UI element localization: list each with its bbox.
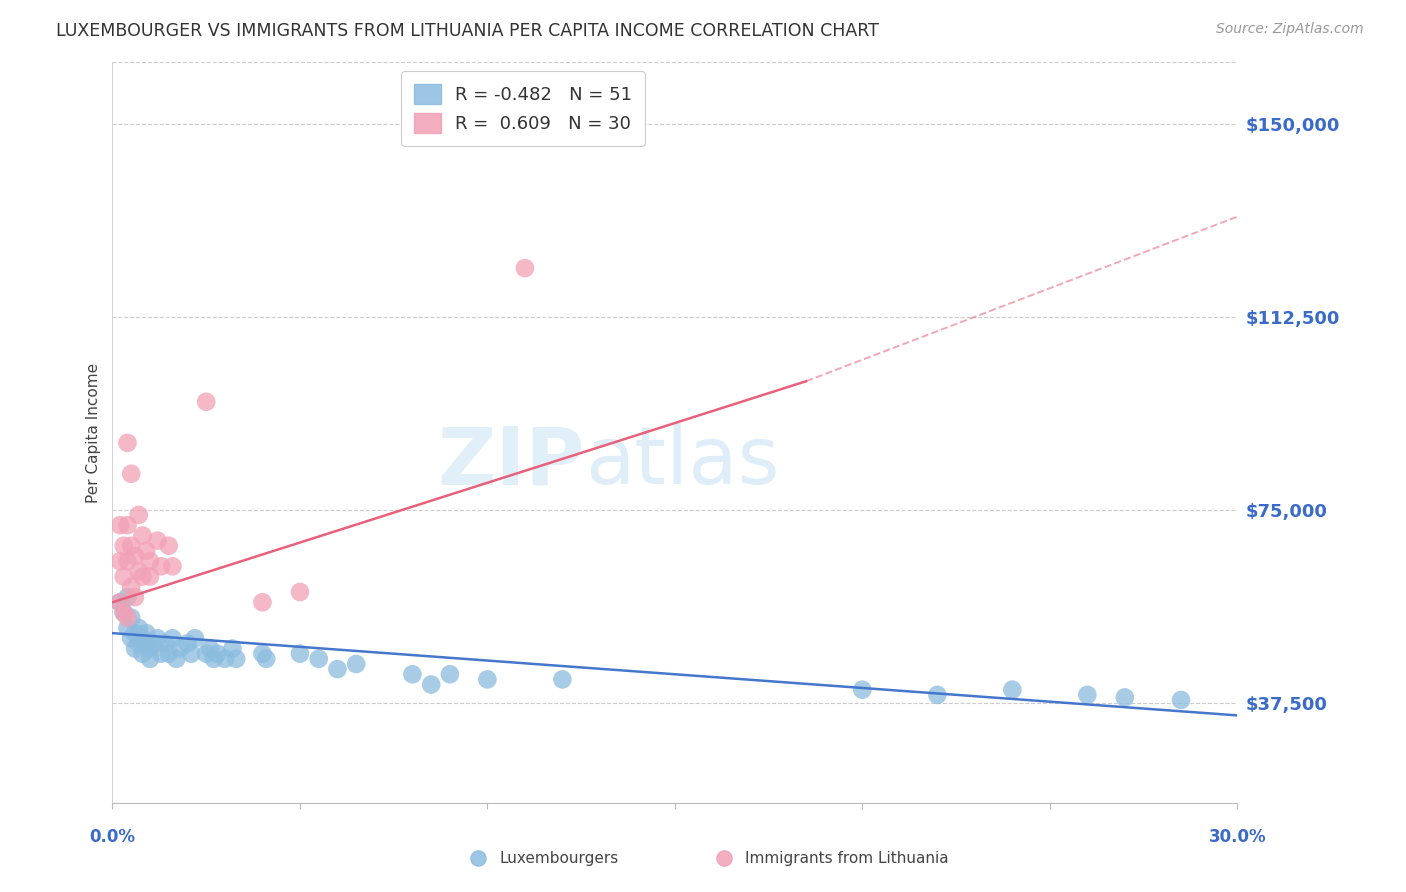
Point xyxy=(128,621,150,635)
Point xyxy=(120,632,142,646)
Text: Immigrants from Lithuania: Immigrants from Lithuania xyxy=(745,851,949,865)
Point xyxy=(112,569,135,583)
Point xyxy=(120,580,142,594)
Point xyxy=(112,606,135,620)
Point xyxy=(135,636,157,650)
Point xyxy=(198,641,221,656)
Point xyxy=(202,652,225,666)
Point xyxy=(142,636,165,650)
Point xyxy=(195,647,218,661)
Point xyxy=(108,595,131,609)
Point xyxy=(117,436,139,450)
Point xyxy=(108,518,131,533)
Point xyxy=(225,652,247,666)
Point xyxy=(131,528,153,542)
Point xyxy=(139,652,162,666)
Point xyxy=(288,647,311,661)
Point xyxy=(176,636,198,650)
Point xyxy=(1076,688,1098,702)
Point xyxy=(184,632,207,646)
Point xyxy=(477,673,499,687)
Point xyxy=(157,539,180,553)
Point xyxy=(128,508,150,522)
Point xyxy=(401,667,423,681)
Point xyxy=(513,261,536,276)
Point xyxy=(131,632,153,646)
Point xyxy=(713,851,735,865)
Point xyxy=(117,590,139,604)
Point xyxy=(124,549,146,563)
Point xyxy=(1114,690,1136,705)
Point xyxy=(162,632,184,646)
Point xyxy=(117,621,139,635)
Point xyxy=(162,559,184,574)
Point xyxy=(180,647,202,661)
Point xyxy=(108,595,131,609)
Point xyxy=(551,673,574,687)
Legend: R = -0.482   N = 51, R =  0.609   N = 30: R = -0.482 N = 51, R = 0.609 N = 30 xyxy=(401,71,645,145)
Point xyxy=(467,851,489,865)
Point xyxy=(117,518,139,533)
Point xyxy=(146,632,169,646)
Point xyxy=(214,652,236,666)
Point xyxy=(112,606,135,620)
Point xyxy=(120,467,142,481)
Point xyxy=(128,565,150,579)
Point xyxy=(117,554,139,568)
Point xyxy=(1001,682,1024,697)
Text: LUXEMBOURGER VS IMMIGRANTS FROM LITHUANIA PER CAPITA INCOME CORRELATION CHART: LUXEMBOURGER VS IMMIGRANTS FROM LITHUANI… xyxy=(56,22,879,40)
Point xyxy=(135,626,157,640)
Point xyxy=(326,662,349,676)
Point xyxy=(135,544,157,558)
Point xyxy=(124,590,146,604)
Point xyxy=(124,641,146,656)
Point xyxy=(120,539,142,553)
Point xyxy=(150,559,173,574)
Point xyxy=(165,652,187,666)
Point xyxy=(169,641,191,656)
Point xyxy=(221,641,243,656)
Point xyxy=(851,682,873,697)
Point xyxy=(112,539,135,553)
Text: 30.0%: 30.0% xyxy=(1209,828,1265,846)
Point xyxy=(117,610,139,624)
Y-axis label: Per Capita Income: Per Capita Income xyxy=(86,362,101,503)
Point xyxy=(344,657,367,671)
Point xyxy=(195,394,218,409)
Text: 0.0%: 0.0% xyxy=(90,828,135,846)
Point xyxy=(252,595,274,609)
Text: atlas: atlas xyxy=(585,423,779,501)
Point xyxy=(120,610,142,624)
Point xyxy=(308,652,330,666)
Point xyxy=(420,677,443,691)
Point xyxy=(146,533,169,548)
Point xyxy=(157,647,180,661)
Point xyxy=(252,647,274,661)
Point xyxy=(927,688,949,702)
Point xyxy=(128,636,150,650)
Point xyxy=(139,641,162,656)
Point xyxy=(124,626,146,640)
Point xyxy=(439,667,461,681)
Point xyxy=(131,569,153,583)
Point xyxy=(150,647,173,661)
Point xyxy=(207,647,229,661)
Point xyxy=(153,636,176,650)
Text: Source: ZipAtlas.com: Source: ZipAtlas.com xyxy=(1216,22,1364,37)
Point xyxy=(139,569,162,583)
Point xyxy=(288,585,311,599)
Point xyxy=(108,554,131,568)
Point xyxy=(254,652,277,666)
Text: ZIP: ZIP xyxy=(437,423,585,501)
Text: Luxembourgers: Luxembourgers xyxy=(499,851,619,865)
Point xyxy=(131,647,153,661)
Point xyxy=(1170,693,1192,707)
Point xyxy=(139,554,162,568)
